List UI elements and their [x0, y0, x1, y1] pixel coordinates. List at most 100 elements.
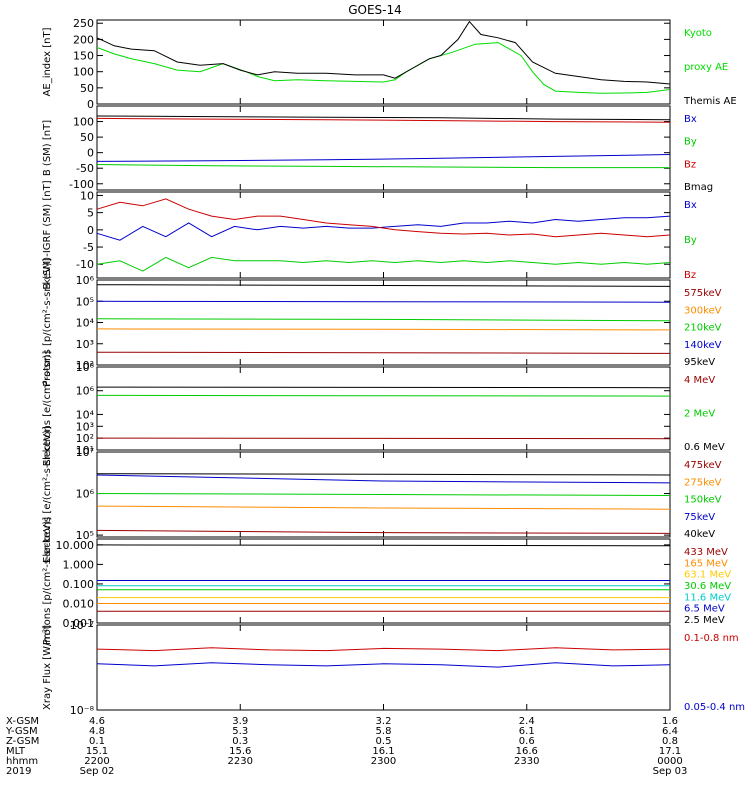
- footer-cell: 4.8: [89, 726, 105, 737]
- series-75kev: [96, 505, 671, 510]
- footer-cell: 16.1: [372, 746, 394, 757]
- legend-label: proxy AE: [684, 62, 728, 73]
- series-0.6-mev: [96, 386, 671, 389]
- y-tick-label: 100: [73, 66, 94, 79]
- series-themis-ae: [96, 20, 671, 85]
- series-0.1-0.8-nm: [96, 647, 671, 652]
- footer-row-label: MLT: [6, 746, 26, 757]
- y-axis-label: Protons [p/(cm²-s-sr-keV)]: [42, 258, 53, 386]
- series-kyoto-proxy-ae: [96, 42, 671, 94]
- footer-table: X-GSMY-GSMZ-GSMMLThhmm20194.64.80.115.12…: [5, 716, 687, 777]
- series-40kev: [96, 529, 671, 534]
- footer-cell: 0.3: [232, 736, 248, 747]
- y-tick-label: 0: [87, 224, 94, 237]
- footer-cell: 15.1: [86, 746, 108, 757]
- footer-cell: 15.6: [229, 746, 251, 757]
- legend-label: 0.05-0.4 nm: [684, 702, 745, 713]
- footer-cell: 0.1: [89, 736, 105, 747]
- y-tick-label: -10: [76, 258, 94, 271]
- legend-label: 11.6 MeV: [684, 592, 731, 603]
- series-300kev: [96, 328, 671, 331]
- y-tick-label: 1.000: [63, 558, 95, 571]
- y-tick-label: 50: [80, 82, 94, 95]
- panel-3: -10 -5 0 5 10 B (SM)-IGRF (SM) [nT] Bx By Bz: [42, 180, 697, 289]
- y-tick-label: 10⁷: [76, 446, 94, 459]
- footer-row-label: Z-GSM: [6, 736, 39, 747]
- legend-label: Bz: [684, 159, 696, 170]
- series-bx: [96, 215, 671, 241]
- y-tick-label: 0: [87, 147, 94, 160]
- y-axis-label: AE_index [nT]: [42, 27, 53, 96]
- footer-cell: Sep 02: [80, 766, 115, 777]
- legend-label: 165 MeV: [684, 558, 728, 569]
- series-95kev: [96, 351, 671, 354]
- y-axis-label: B (SM)-IGRF (SM) [nT]: [42, 180, 53, 289]
- y-tick-label: 10³: [76, 420, 94, 433]
- legend-label: 75keV: [684, 512, 715, 523]
- legend-label: 0.1-0.8 nm: [684, 633, 739, 644]
- footer-row-label: Y-GSM: [5, 726, 38, 737]
- footer-cell: 2200: [84, 756, 109, 767]
- footer-cell: 16.6: [516, 746, 538, 757]
- footer-cell: 3.9: [232, 716, 248, 727]
- legend-label: 210keV: [684, 323, 722, 334]
- y-tick-label: 0: [87, 98, 94, 111]
- series-150kev: [96, 493, 671, 496]
- legend-label: Kyoto: [684, 28, 712, 39]
- series-210kev: [96, 318, 671, 322]
- legend-label: Bmag: [684, 182, 713, 193]
- y-tick-label: 10⁻⁸: [70, 704, 95, 717]
- legend-label: 40keV: [684, 529, 715, 540]
- y-tick-label: 10⁴: [76, 317, 95, 330]
- y-tick-label: -50: [76, 162, 94, 175]
- panel-1: 0 50 100 150 200 250 AE_index [nT] Kyoto proxy A…: [42, 17, 737, 111]
- series-by: [96, 256, 671, 272]
- y-tick-label: 10¹: [76, 444, 94, 457]
- figure-title: GOES-14: [348, 3, 402, 17]
- footer-cell: 4.6: [89, 716, 105, 727]
- series-433-mev: [96, 544, 671, 547]
- panel-8: 10⁻⁸ 10⁻⁷ Xray Flux [W/m²] 0.1-0.8 nm 0.05-0…: [42, 619, 745, 717]
- y-tick-label: 150: [73, 50, 94, 63]
- y-tick-label: 10³: [76, 338, 94, 351]
- footer-cell: 2330: [514, 756, 539, 767]
- footer-cell: 2.4: [519, 716, 535, 727]
- panel-frame: [96, 366, 671, 451]
- y-tick-label: 100: [73, 116, 94, 129]
- legend-label: 140keV: [684, 340, 722, 351]
- legend-label: 30.6 MeV: [684, 581, 731, 592]
- footer-row-label: hhmm: [6, 756, 38, 767]
- footer-cell: 5.8: [376, 726, 392, 737]
- footer-cell: 2300: [371, 756, 396, 767]
- footer-row-label: X-GSM: [6, 716, 39, 727]
- legend-label: Themis AE: [683, 96, 737, 107]
- footer-row-label: 2019: [6, 766, 31, 777]
- series-140kev: [96, 300, 671, 303]
- series-bz: [96, 117, 671, 123]
- series-bz: [96, 198, 671, 238]
- footer-cell: 2230: [228, 756, 253, 767]
- legend-label: 63.1 MeV: [684, 570, 731, 581]
- series-575kev: [96, 284, 671, 287]
- y-tick-label: -100: [69, 178, 94, 191]
- footer-cell: 3.2: [376, 716, 392, 727]
- y-tick-label: 10⁶: [76, 385, 95, 398]
- y-axis-label: Electrons [e/(cm²-s-sr)]: [42, 351, 53, 467]
- footer-cell: 17.1: [659, 746, 681, 757]
- y-tick-label: 0.100: [63, 578, 95, 591]
- footer-cell: 0.8: [662, 736, 678, 747]
- series-475kev: [96, 473, 671, 476]
- series-bx: [96, 154, 671, 162]
- footer-cell: 1.6: [662, 716, 678, 727]
- y-tick-label: 10²: [76, 432, 94, 445]
- legend-label: 150keV: [684, 495, 722, 506]
- legend-label: 475keV: [684, 460, 722, 471]
- series-275kev: [96, 474, 671, 484]
- legend-label: 95keV: [684, 357, 715, 368]
- y-tick-label: 10⁻⁷: [70, 619, 94, 632]
- y-tick-label: 10⁶: [76, 488, 95, 501]
- y-tick-label: 10⁵: [76, 295, 94, 308]
- footer-cell: Sep 03: [653, 766, 688, 777]
